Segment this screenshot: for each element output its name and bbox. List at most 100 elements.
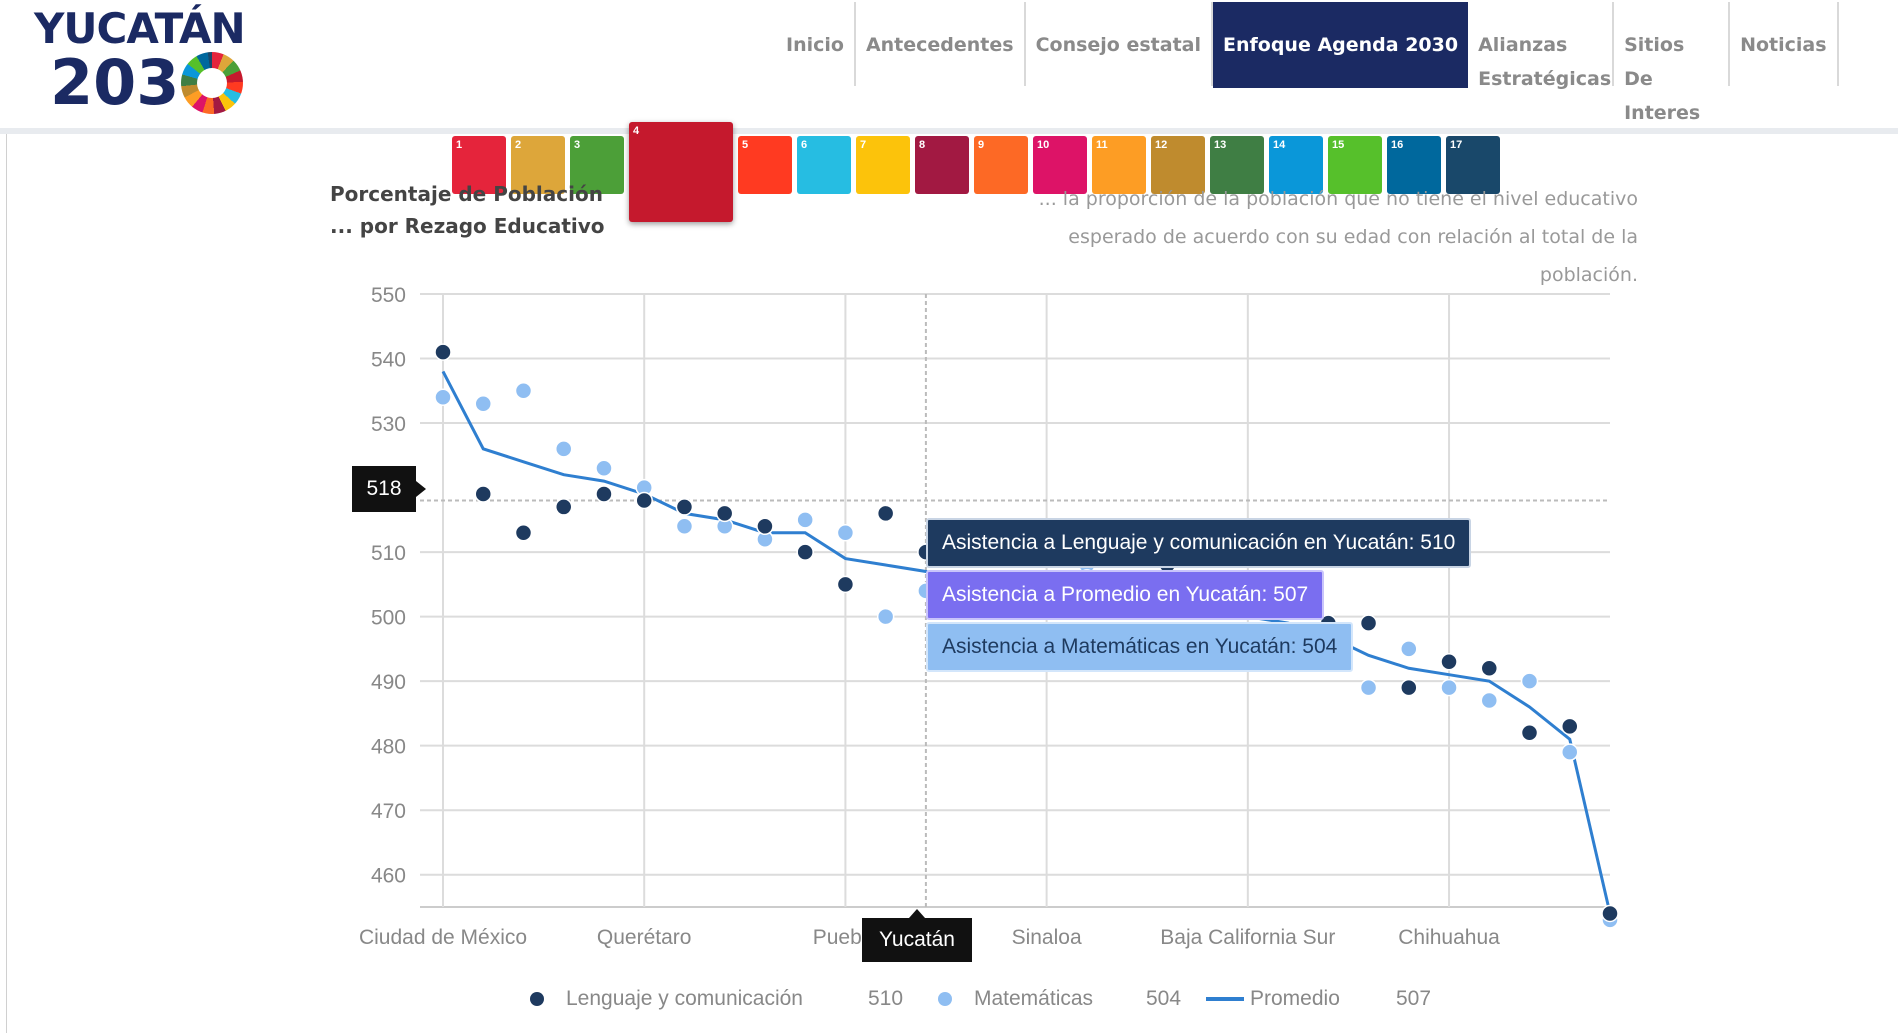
- lenguaje-point[interactable]: [756, 517, 774, 536]
- matematicas-point[interactable]: [554, 440, 573, 458]
- sdg-goal-16-icon[interactable]: 16: [1387, 136, 1441, 194]
- sdg-goal-number: 6: [801, 139, 808, 151]
- sdg-goal-number: 10: [1037, 139, 1050, 151]
- lenguaje-point[interactable]: [1520, 724, 1539, 742]
- logo-line1: YUCATÁN: [34, 4, 246, 53]
- sdg-wheel-icon: [181, 52, 244, 114]
- matematicas-point[interactable]: [595, 459, 613, 477]
- lenguaje-point[interactable]: [876, 504, 895, 523]
- lenguaje-point[interactable]: [595, 485, 613, 503]
- nav-consejo-estatal[interactable]: Consejo estatal: [1026, 2, 1213, 86]
- sdg-goal-7-icon[interactable]: 7: [856, 136, 910, 194]
- nav-inicio[interactable]: Inicio: [776, 2, 856, 86]
- y-tick-label: 510: [371, 542, 406, 565]
- matematicas-point[interactable]: [1480, 691, 1499, 710]
- sdg-goal-12-icon[interactable]: 12: [1151, 136, 1205, 194]
- nav-noticias[interactable]: Noticias: [1730, 2, 1839, 86]
- sdg-goal-number: 12: [1155, 139, 1168, 151]
- x-tick-label: Chihuahua: [1398, 926, 1500, 949]
- legend-label: Promedio: [1250, 987, 1340, 1010]
- sdg-goal-number: 11: [1096, 139, 1108, 151]
- matematicas-point[interactable]: [1561, 743, 1579, 761]
- lenguaje-point[interactable]: [434, 343, 452, 361]
- matematicas-point[interactable]: [514, 382, 533, 400]
- tooltip-promedio: Asistencia a Promedio en Yucatán: 507: [926, 570, 1325, 620]
- lenguaje-point[interactable]: [1480, 659, 1499, 678]
- y-tick-label: 480: [371, 736, 406, 759]
- x-tick-label: Querétaro: [597, 926, 692, 949]
- sdg-goal-number: 14: [1273, 139, 1286, 151]
- legend-dot-icon: [530, 992, 544, 1006]
- legend-value: 507: [1396, 987, 1432, 1010]
- sdg-goal-8-icon[interactable]: 8: [915, 136, 969, 194]
- matematicas-point[interactable]: [1359, 678, 1378, 697]
- sdg-goal-strip: 1 2 3 4 5 6 7 8 9 10 11 12 13 14 15 16 17: [452, 122, 1500, 222]
- y-crosshair-label: 518: [352, 466, 426, 512]
- lenguaje-point[interactable]: [836, 575, 855, 594]
- matematicas-point[interactable]: [876, 607, 895, 626]
- sdg-goal-3-icon[interactable]: 3: [570, 136, 624, 194]
- main-nav: Inicio Antecedentes Consejo estatal Enfo…: [776, 2, 1839, 124]
- legend-value: 510: [868, 987, 904, 1010]
- sdg-goal-15-icon[interactable]: 15: [1328, 136, 1382, 194]
- tooltip-lenguaje: Asistencia a Lenguaje y comunicación en …: [926, 518, 1472, 568]
- logo-year: 203: [50, 46, 180, 119]
- sdg-goal-17-icon[interactable]: 17: [1446, 136, 1500, 194]
- site-logo[interactable]: YUCATÁN 203: [34, 4, 246, 119]
- nav-antecedentes[interactable]: Antecedentes: [856, 2, 1026, 86]
- lenguaje-point[interactable]: [635, 491, 653, 510]
- matematicas-point[interactable]: [836, 523, 855, 542]
- lenguaje-point[interactable]: [1601, 904, 1619, 923]
- sdg-goal-11-icon[interactable]: 11: [1092, 136, 1146, 194]
- site-header: YUCATÁN 203 Inicio Antecedentes Consejo …: [0, 0, 1898, 134]
- y-tick-label: 470: [371, 800, 406, 823]
- sdg-goal-number: 5: [742, 139, 749, 151]
- x-crosshair-label: Yucatán: [862, 909, 972, 962]
- matematicas-point[interactable]: [434, 388, 452, 406]
- nav-sitios-de-interes[interactable]: Sitios De Interes: [1614, 2, 1731, 124]
- lenguaje-point[interactable]: [796, 543, 814, 561]
- matematicas-point[interactable]: [474, 394, 492, 413]
- legend-label: Lenguaje y comunicación: [566, 987, 803, 1010]
- x-tick-label: Ciudad de México: [359, 926, 527, 949]
- sdg-goal-1-icon[interactable]: 1: [452, 136, 506, 194]
- legend-value: 504: [1146, 987, 1182, 1010]
- lenguaje-point[interactable]: [675, 498, 694, 516]
- legend-item-lenguaje[interactable]: Lenguaje y comunicación 510: [530, 987, 938, 1011]
- lenguaje-point[interactable]: [1400, 678, 1418, 697]
- matematicas-point[interactable]: [675, 517, 694, 536]
- matematicas-point[interactable]: [1400, 640, 1418, 658]
- nav-enfoque-agenda-2030[interactable]: Enfoque Agenda 2030: [1213, 2, 1469, 88]
- lenguaje-point[interactable]: [1561, 717, 1579, 736]
- lenguaje-point[interactable]: [514, 523, 533, 542]
- sdg-goal-number: 13: [1214, 139, 1227, 151]
- sdg-goal-5-icon[interactable]: 5: [738, 136, 792, 194]
- lenguaje-point[interactable]: [474, 485, 492, 503]
- matematicas-point[interactable]: [1440, 678, 1458, 697]
- y-tick-label: 490: [371, 671, 406, 694]
- y-tick-label: 500: [371, 607, 406, 630]
- legend-item-promedio[interactable]: Promedio 507: [1206, 987, 1431, 1011]
- sdg-goal-14-icon[interactable]: 14: [1269, 136, 1323, 194]
- matematicas-point[interactable]: [1520, 672, 1539, 690]
- legend-item-matematicas[interactable]: Matemáticas 504: [938, 987, 1206, 1011]
- sdg-goal-number: 1: [456, 139, 463, 151]
- lenguaje-point[interactable]: [1359, 614, 1378, 632]
- sdg-goal-number: 7: [860, 139, 867, 151]
- sdg-goal-9-icon[interactable]: 9: [974, 136, 1028, 194]
- sdg-goal-4-icon[interactable]: 4: [629, 122, 733, 222]
- sdg-goal-6-icon[interactable]: 6: [797, 136, 851, 194]
- matematicas-point[interactable]: [796, 511, 814, 529]
- sdg-goal-2-icon[interactable]: 2: [511, 136, 565, 194]
- nav-alianzas[interactable]: Alianzas Estratégicas: [1468, 2, 1615, 90]
- sdg-goal-10-icon[interactable]: 10: [1033, 136, 1087, 194]
- lenguaje-point[interactable]: [715, 504, 734, 523]
- legend-label: Matemáticas: [974, 987, 1094, 1010]
- lenguaje-point[interactable]: [554, 498, 573, 516]
- y-tick-label: 530: [371, 413, 406, 436]
- sdg-goal-13-icon[interactable]: 13: [1210, 136, 1264, 194]
- lenguaje-point[interactable]: [1440, 653, 1458, 671]
- y-tick-label: 540: [371, 349, 406, 372]
- sdg-goal-number: 4: [633, 125, 640, 137]
